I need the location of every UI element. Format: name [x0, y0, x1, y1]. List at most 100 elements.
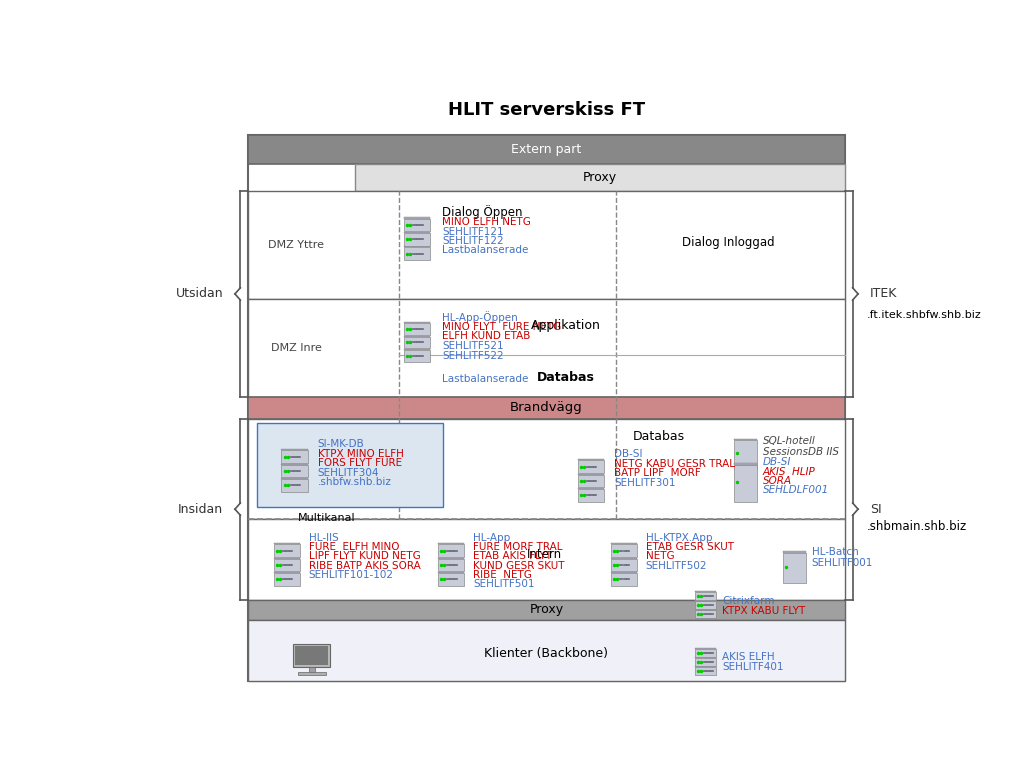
FancyBboxPatch shape [273, 572, 300, 573]
Text: SessionsDB IIS: SessionsDB IIS [763, 447, 839, 457]
FancyBboxPatch shape [403, 350, 430, 362]
Text: Intern: Intern [526, 548, 562, 562]
Text: HL-KTPX.App: HL-KTPX.App [646, 533, 713, 543]
Text: DMZ Yttre: DMZ Yttre [268, 240, 325, 250]
FancyBboxPatch shape [438, 572, 464, 573]
Text: Citrixfarm: Citrixfarm [722, 596, 775, 606]
FancyBboxPatch shape [578, 461, 604, 473]
FancyBboxPatch shape [248, 298, 845, 397]
FancyBboxPatch shape [248, 600, 845, 619]
FancyBboxPatch shape [694, 667, 716, 675]
Text: Lastbalanserade: Lastbalanserade [442, 373, 528, 383]
Text: KTPX MINO ELFH: KTPX MINO ELFH [317, 449, 403, 459]
FancyBboxPatch shape [578, 473, 604, 475]
FancyBboxPatch shape [611, 572, 637, 573]
Text: ELFH KUND ETAB: ELFH KUND ETAB [442, 331, 530, 341]
FancyBboxPatch shape [403, 323, 430, 335]
Text: .ft.itek.shbfw.shb.biz: .ft.itek.shbfw.shb.biz [866, 311, 981, 320]
FancyBboxPatch shape [355, 164, 845, 191]
FancyBboxPatch shape [282, 478, 308, 480]
FancyBboxPatch shape [308, 667, 314, 672]
Text: Brandvägg: Brandvägg [510, 401, 583, 415]
FancyBboxPatch shape [783, 551, 806, 553]
Text: FURE  ELFH MINO: FURE ELFH MINO [308, 542, 399, 552]
Text: NETG: NETG [646, 551, 675, 562]
FancyBboxPatch shape [282, 449, 308, 451]
FancyBboxPatch shape [438, 573, 464, 586]
FancyBboxPatch shape [694, 610, 716, 618]
FancyBboxPatch shape [293, 644, 331, 668]
Text: Dialog Inloggad: Dialog Inloggad [682, 236, 775, 249]
FancyBboxPatch shape [611, 573, 637, 586]
Text: SQL-hotell: SQL-hotell [763, 436, 815, 446]
FancyBboxPatch shape [734, 465, 758, 502]
Text: SEHLITF522: SEHLITF522 [442, 351, 504, 361]
Text: HL-App: HL-App [473, 533, 510, 543]
Text: MINO FLYT  FURE NETG: MINO FLYT FURE NETG [442, 322, 561, 332]
FancyBboxPatch shape [248, 419, 845, 519]
Text: SI: SI [869, 503, 882, 515]
Text: Lastbalanserade: Lastbalanserade [442, 245, 528, 255]
FancyBboxPatch shape [282, 480, 308, 492]
Text: ITEK: ITEK [869, 287, 897, 301]
FancyBboxPatch shape [273, 558, 300, 572]
Text: KUND GESR SKUT: KUND GESR SKUT [473, 561, 564, 571]
Text: HLIT serverskiss FT: HLIT serverskiss FT [447, 101, 645, 119]
FancyBboxPatch shape [783, 553, 806, 583]
FancyBboxPatch shape [273, 544, 300, 557]
Text: Extern part: Extern part [511, 143, 582, 155]
FancyBboxPatch shape [694, 658, 716, 666]
Text: SEHLDLF001: SEHLDLF001 [763, 485, 829, 495]
FancyBboxPatch shape [578, 459, 604, 461]
Text: SEHLITF122: SEHLITF122 [442, 236, 504, 246]
Text: SEHLITF502: SEHLITF502 [646, 561, 708, 571]
Text: SEHLITF304: SEHLITF304 [317, 468, 379, 477]
Text: LIPF FLYT KUND NETG: LIPF FLYT KUND NETG [308, 551, 420, 562]
Text: SEHLITF521: SEHLITF521 [442, 341, 504, 351]
FancyBboxPatch shape [248, 619, 845, 681]
FancyBboxPatch shape [282, 464, 308, 465]
Text: AKIS  HLIP: AKIS HLIP [763, 467, 815, 476]
Text: Proxy: Proxy [529, 603, 563, 616]
FancyBboxPatch shape [403, 219, 430, 231]
FancyBboxPatch shape [403, 248, 430, 260]
Text: SEHLITF121: SEHLITF121 [442, 226, 504, 237]
Text: ETAB AKIS FLYT: ETAB AKIS FLYT [473, 551, 552, 562]
FancyBboxPatch shape [578, 475, 604, 487]
FancyBboxPatch shape [403, 337, 430, 348]
FancyBboxPatch shape [438, 558, 464, 572]
Text: ETAB GESR SKUT: ETAB GESR SKUT [646, 542, 734, 552]
Text: SORA: SORA [763, 476, 792, 486]
FancyBboxPatch shape [248, 397, 845, 419]
Text: DMZ Inre: DMZ Inre [270, 343, 322, 353]
FancyBboxPatch shape [248, 519, 845, 600]
FancyBboxPatch shape [734, 463, 758, 465]
Text: Utsidan: Utsidan [176, 287, 223, 301]
FancyBboxPatch shape [578, 489, 604, 502]
Text: .shbfw.shb.biz: .shbfw.shb.biz [317, 476, 392, 487]
FancyBboxPatch shape [403, 336, 430, 337]
Text: SEHLITF301: SEHLITF301 [614, 477, 676, 487]
FancyBboxPatch shape [578, 488, 604, 489]
Text: Dialog Öppen: Dialog Öppen [442, 205, 522, 219]
Text: KTPX KABU FLYT: KTPX KABU FLYT [722, 606, 806, 616]
FancyBboxPatch shape [403, 232, 430, 233]
Text: Klienter (Backbone): Klienter (Backbone) [484, 647, 608, 660]
Text: DB-SI: DB-SI [763, 457, 792, 467]
Text: HL-IIS: HL-IIS [308, 533, 338, 543]
Text: Proxy: Proxy [583, 171, 617, 184]
Text: HL-Batch: HL-Batch [812, 547, 858, 557]
Text: HL-App-Öppen: HL-App-Öppen [442, 311, 517, 323]
FancyBboxPatch shape [282, 451, 308, 463]
Text: RIBE  NETG: RIBE NETG [473, 570, 531, 580]
Text: .shbmain.shb.biz: .shbmain.shb.biz [866, 519, 967, 533]
Text: Multikanal: Multikanal [297, 513, 355, 523]
FancyBboxPatch shape [298, 672, 326, 675]
FancyBboxPatch shape [248, 191, 845, 298]
Text: DB-SI: DB-SI [614, 449, 642, 459]
FancyBboxPatch shape [248, 134, 845, 164]
Text: RIBE BATP AKIS SORA: RIBE BATP AKIS SORA [308, 561, 420, 571]
Text: SEHLITF501: SEHLITF501 [473, 580, 535, 589]
Text: SEHLITF001: SEHLITF001 [812, 558, 872, 568]
FancyBboxPatch shape [438, 544, 464, 557]
